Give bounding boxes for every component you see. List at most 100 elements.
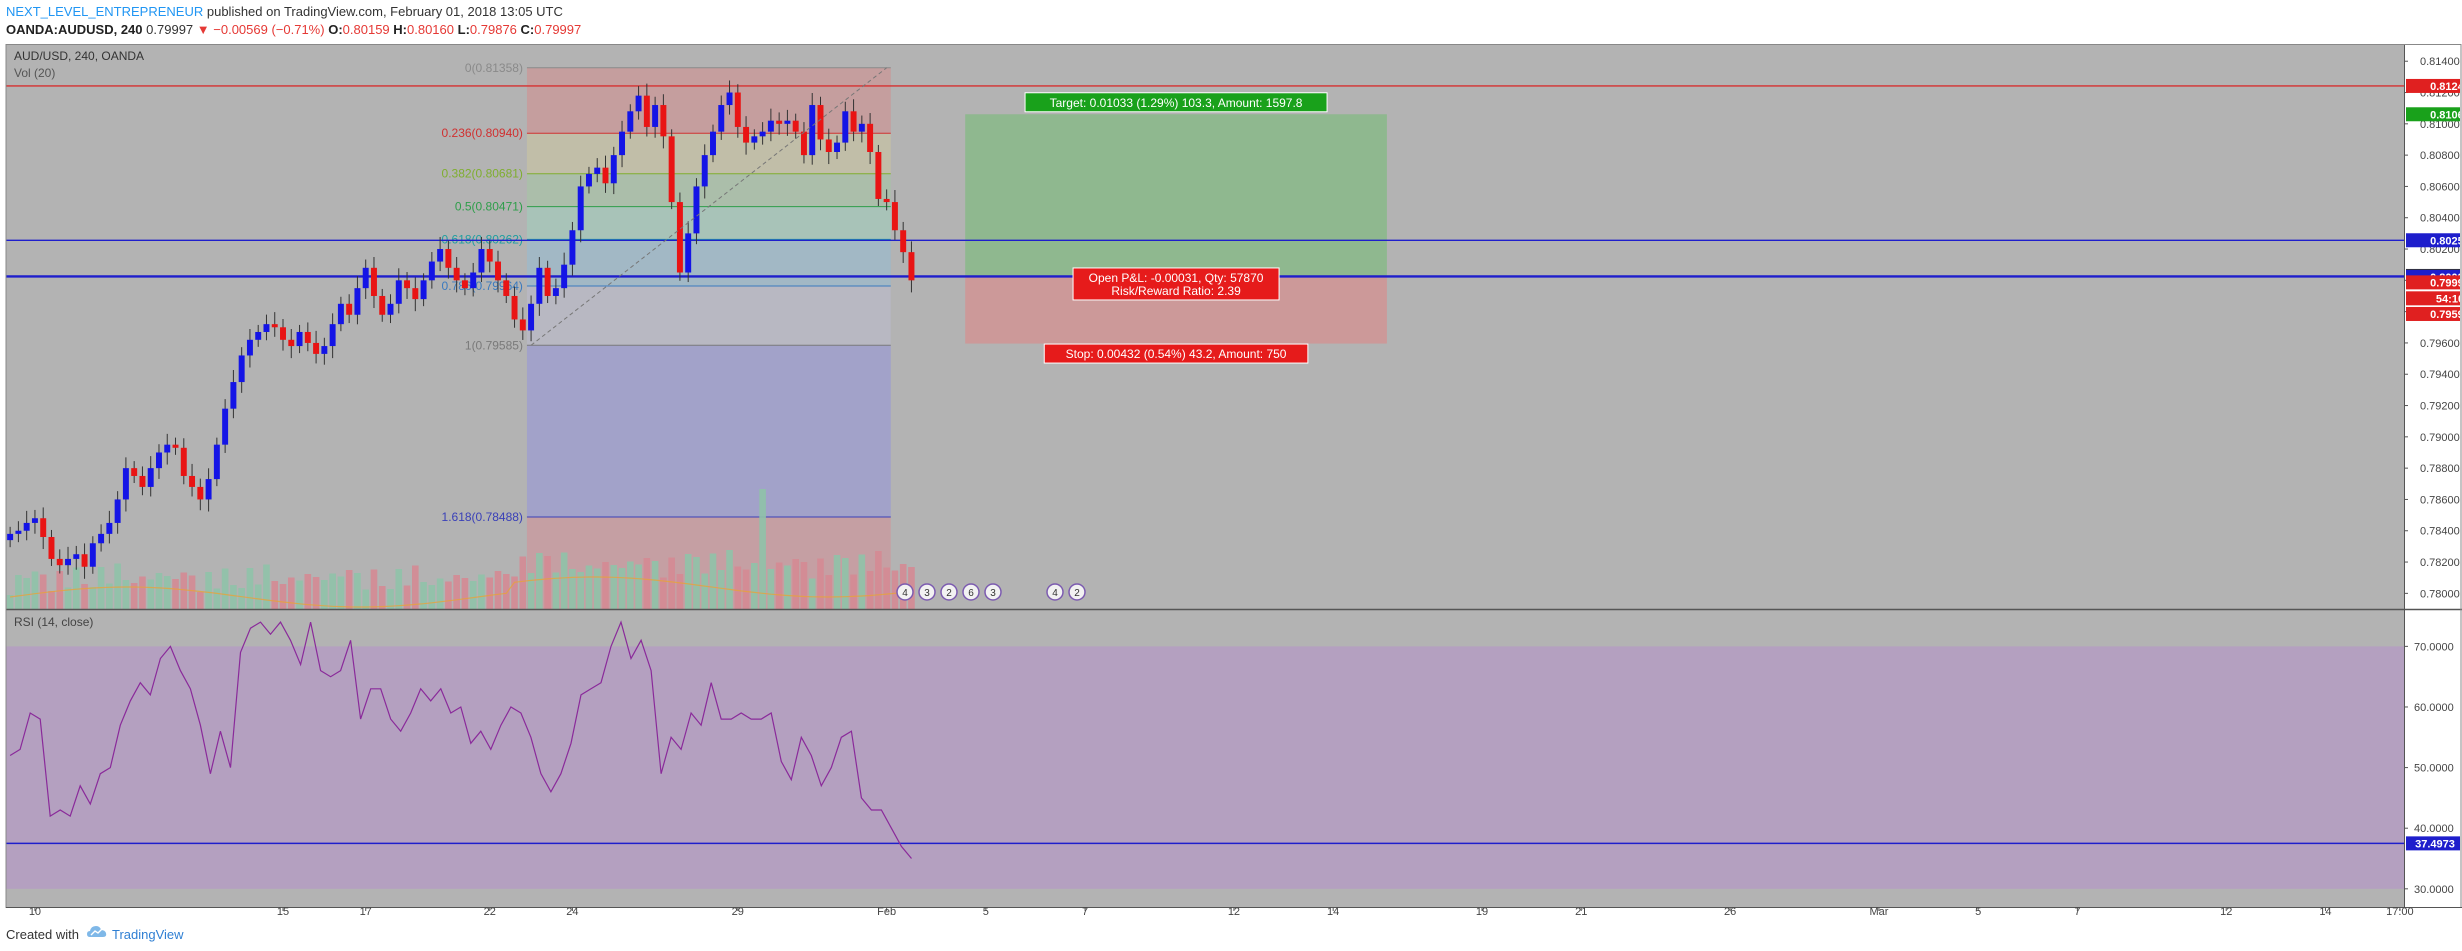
candle-up: [594, 167, 601, 174]
volume-bar: [651, 561, 659, 609]
time-tick-label: 29: [732, 906, 744, 918]
volume-bar: [577, 572, 585, 609]
volume-bar: [287, 577, 295, 609]
event-flag-icon: [918, 583, 936, 601]
candle-down: [676, 202, 683, 273]
time-tick-label: 15: [277, 906, 289, 918]
candle-up: [205, 479, 212, 500]
symbol-label[interactable]: OANDA:AUDUSD, 240: [6, 22, 143, 37]
price-badge-text: 0.81242: [2430, 81, 2462, 93]
time-tick-label: 22: [484, 906, 496, 918]
candle-down: [486, 249, 493, 262]
ohlc-line: OANDA:AUDUSD, 240 0.79997 ▼ −0.00569 (−0…: [6, 22, 581, 37]
rsi-pane[interactable]: RSI (14, close) 70.0000 60.0000 50.0000 40.0…: [5, 44, 2462, 908]
price-badge: [2406, 107, 2460, 122]
candle-down: [139, 475, 146, 487]
candle-up: [751, 136, 758, 143]
volume-bar: [48, 591, 55, 609]
price-tick-label: 0.81400: [2420, 56, 2460, 68]
volume-bar: [726, 550, 733, 609]
time-tick-label: 26: [1724, 906, 1736, 918]
footer: Created with TradingView: [0, 918, 2462, 951]
volume-bar: [693, 557, 700, 609]
candle-up: [635, 95, 642, 112]
rsi-level-badge-text: 37.4973: [2415, 838, 2455, 850]
volume-bar: [238, 588, 245, 609]
price-tick-label: 0.79600: [2420, 338, 2460, 350]
publish-info: published on TradingView.com, February 0…: [206, 4, 563, 19]
price-tick-label: 0.78800: [2420, 463, 2460, 475]
volume-bar: [6, 595, 14, 609]
volume-ma-line: [10, 576, 912, 608]
fib-level-label: 0.5(0.80471): [455, 200, 523, 214]
volume-bar: [709, 553, 717, 609]
candle-up: [329, 324, 336, 347]
candle-up: [15, 530, 22, 534]
candle-up: [528, 303, 535, 331]
volume-bar: [246, 568, 254, 609]
price-change: ▼ −0.00569 (−0.71%): [196, 22, 325, 37]
fib-zone-4: [526, 239, 891, 286]
candle-up: [420, 280, 427, 300]
volume-bar: [155, 573, 163, 609]
tradingview-link[interactable]: TradingView: [112, 927, 184, 942]
candle-up: [726, 92, 733, 106]
candle-up: [561, 264, 568, 289]
rsi-tick-label: 50.0000: [2414, 763, 2454, 775]
fib-level-label: 1.618(0.78488): [442, 510, 523, 524]
time-tick-label: Mar: [1869, 906, 1888, 918]
candle-up: [693, 186, 700, 234]
rsi-title: RSI (14, close): [14, 615, 93, 629]
volume-bar: [147, 579, 155, 609]
fib-level-label: 0.236(0.80940): [442, 126, 523, 140]
volume-bar: [23, 578, 30, 609]
volume-bar: [197, 592, 204, 609]
price-tick-label: 0.78600: [2420, 494, 2460, 506]
publisher-link[interactable]: NEXT_LEVEL_ENTREPRENEUR: [6, 4, 204, 19]
candle-up: [784, 120, 791, 124]
volume-bar: [544, 556, 551, 609]
high-value: 0.80160: [407, 22, 454, 37]
candle-up: [147, 468, 154, 487]
volume-bar: [841, 558, 849, 609]
time-tick-label: 19: [1476, 906, 1488, 918]
candle-up: [767, 120, 774, 132]
volume-bar: [858, 554, 866, 609]
price-tick-label: 0.78200: [2420, 557, 2460, 569]
candle-up: [585, 173, 592, 187]
volume-bar: [428, 585, 436, 609]
candle-down: [875, 151, 882, 199]
candle-down: [817, 105, 824, 140]
time-tick-label: 5: [1975, 906, 1981, 918]
target-label-box: [1024, 92, 1328, 113]
volume-bar: [139, 576, 146, 609]
price-pane[interactable]: 0(0.81358) 0.236(0.80940) 0.382(0.80681) 0.…: [6, 44, 2462, 609]
candle-up: [834, 142, 841, 152]
volume-bar: [445, 581, 452, 609]
pnl-label-box: [1072, 267, 1280, 301]
candle-down: [867, 123, 874, 152]
volume-bar: [329, 573, 336, 609]
rsi-band: [6, 646, 2404, 889]
volume-bar: [486, 577, 494, 609]
price-tick-label: 0.80800: [2420, 150, 2460, 162]
candle-down: [825, 139, 832, 152]
time-tick-label: 21: [1575, 906, 1587, 918]
candle-down: [850, 111, 857, 132]
volume-bar: [321, 580, 328, 609]
candle-up: [164, 444, 171, 453]
volume-bar: [751, 563, 758, 609]
candle-up: [428, 261, 435, 281]
price-axis-bg: [2404, 44, 2462, 609]
volume-bar: [618, 568, 626, 609]
volume-bar: [205, 572, 212, 609]
event-flag-count: 2: [946, 588, 952, 599]
volume-bar: [412, 565, 419, 609]
candle-up: [296, 331, 303, 347]
candle-down: [643, 95, 650, 127]
candle-up: [858, 123, 865, 132]
volume-bar: [81, 584, 88, 609]
candle-down: [180, 447, 187, 476]
time-tick-label: 7: [2074, 906, 2080, 918]
chart-area[interactable]: 0(0.81358) 0.236(0.80940) 0.382(0.80681) 0.…: [0, 44, 2462, 918]
